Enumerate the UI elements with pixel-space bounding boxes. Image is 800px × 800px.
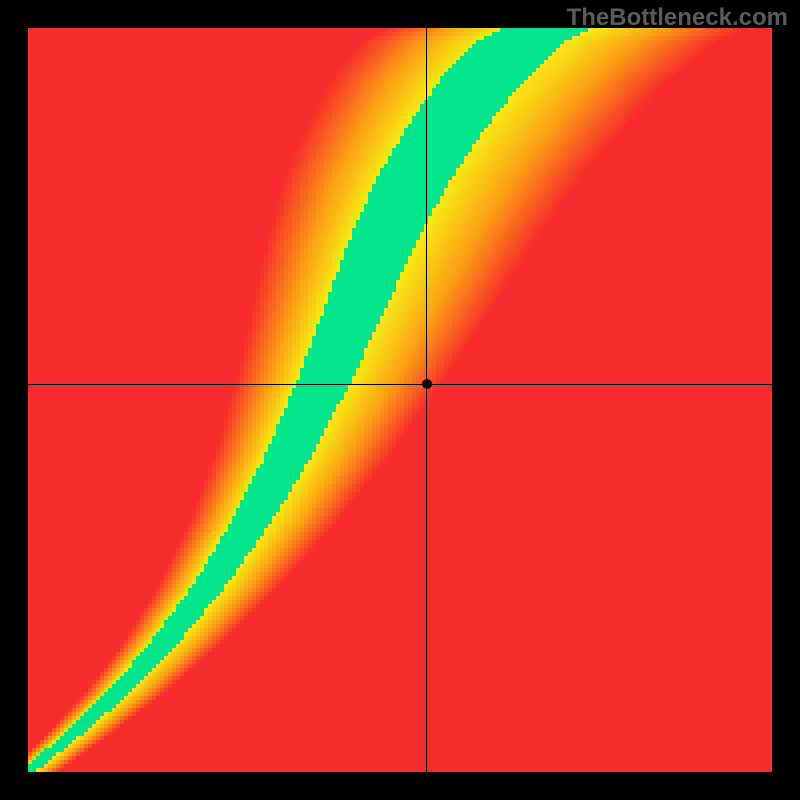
heatmap-canvas <box>28 28 772 772</box>
chart-frame: TheBottleneck.com <box>0 0 800 800</box>
heatmap-plot <box>28 28 772 772</box>
crosshair-vertical <box>426 28 427 772</box>
crosshair-horizontal <box>28 384 772 385</box>
